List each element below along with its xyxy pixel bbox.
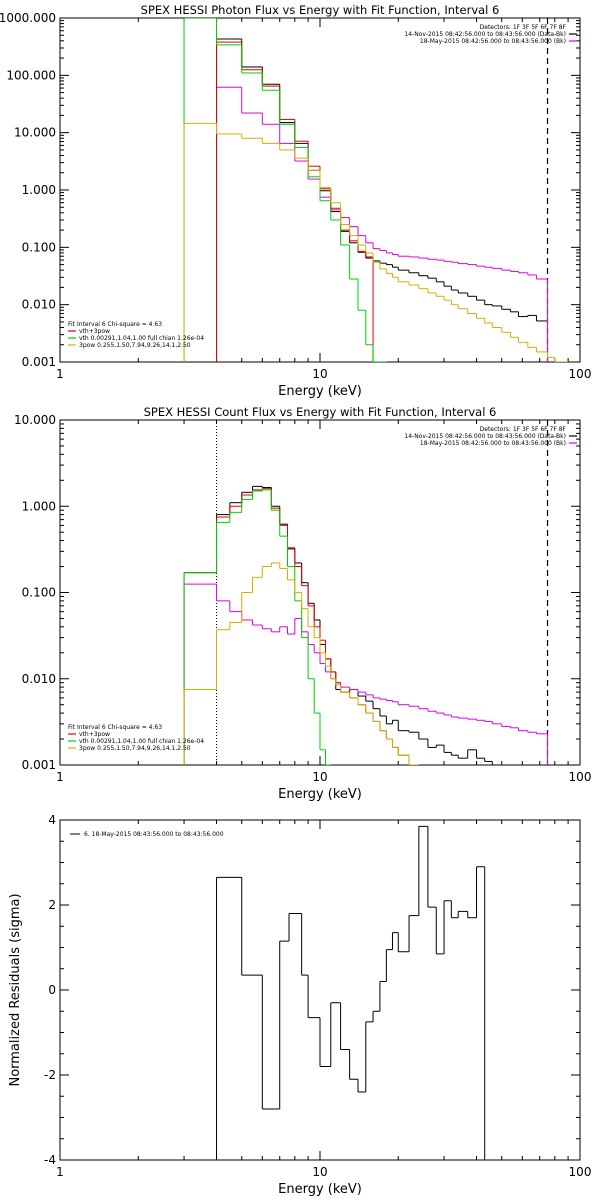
x-tick-label: 100 [569, 1165, 592, 1179]
series-residuals [216, 825, 486, 1160]
fit-legend-line: 3pow 0.255,1.50,7.94,9.26,14.1,2.50 [79, 745, 191, 752]
detector-info: Detectors: 1F 3F 5F 6F 7F 8F14-Nov-2015 … [404, 426, 577, 447]
y-tick-label: 0.010 [22, 672, 56, 686]
info-line: Detectors: 1F 3F 5F 6F 7F 8F [480, 426, 567, 433]
series-3pow [183, 562, 419, 765]
y-tick-label: 1000.000 [0, 11, 56, 25]
chart-panel-1: SPEX HESSI Photon Flux vs Energy with Fi… [0, 3, 591, 399]
fit-legend-line: vth+3pow [79, 328, 110, 335]
plot-area [183, 18, 569, 362]
x-axis-label: Energy (keV) [278, 384, 362, 399]
residual-legend: 6. 18-May-2015 08:43:56.000 to 08:43:56.… [70, 831, 224, 838]
y-tick-label: 0.100 [22, 586, 56, 600]
fit-legend-line: vth 0.00291,1.04,1.00 full chian 1.26e-0… [79, 738, 204, 745]
x-tick-label: 1 [56, 367, 64, 381]
series-bk [183, 583, 549, 765]
plot-area [216, 825, 486, 1160]
chart-panel-3: 1 10 100 -4 -2 0 2 4 Energy (keV) Normalized Resi… [8, 813, 591, 1197]
series-vth-3pow [216, 41, 374, 362]
y-tick-label: 0.010 [22, 298, 56, 312]
series-bk [216, 86, 549, 362]
x-tick-label: 10 [312, 1165, 327, 1179]
chart-title: SPEX HESSI Photon Flux vs Energy with Fi… [141, 3, 500, 17]
y-tick-label: 10.000 [14, 126, 56, 140]
fit-legend: Fit Interval 6 Chi-square = 4.63vth+3pow… [68, 321, 204, 349]
x-tick-label: 100 [569, 770, 592, 784]
series-3pow [183, 122, 569, 362]
y-tick-label: 0.001 [22, 758, 56, 772]
y-tick-label: 1.000 [22, 499, 56, 513]
chart-title: SPEX HESSI Count Flux vs Energy with Fit… [144, 405, 497, 419]
x-tick-label: 10 [312, 367, 327, 381]
series-vth [183, 489, 331, 765]
y-tick-label: 10.000 [14, 413, 56, 427]
y-tick-label: 0 [48, 983, 56, 997]
chart-panel-2: SPEX HESSI Count Flux vs Energy with Fit… [14, 405, 591, 802]
fit-legend-line: vth+3pow [79, 731, 110, 738]
fit-legend-line: 3pow 0.255,1.50,7.94,9.26,14.1,2.50 [79, 342, 191, 349]
info-line: Detectors: 1F 3F 5F 6F 7F 8F [480, 24, 567, 31]
y-tick-label: 4 [48, 813, 56, 827]
x-tick-label: 1 [56, 1165, 64, 1179]
plot-area [183, 485, 549, 765]
series-data-bk [183, 485, 502, 765]
x-tick-label: 100 [569, 367, 592, 381]
x-axis-label: Energy (keV) [278, 1182, 362, 1197]
x-axis-label: Energy (keV) [278, 787, 362, 802]
fit-legend-line: Fit Interval 6 Chi-square = 4.63 [68, 724, 162, 731]
y-tick-label: -2 [44, 1068, 56, 1082]
y-tick-label: 1.000 [22, 183, 56, 197]
series-vth [183, 18, 387, 362]
info-line: 14-Nov-2015 08:42:56.000 to 08:43:56.000… [404, 433, 566, 440]
detector-info: Detectors: 1F 3F 5F 6F 7F 8F14-Nov-2015 … [404, 24, 577, 45]
fit-legend: Fit Interval 6 Chi-square = 4.63vth+3pow… [68, 724, 204, 752]
x-tick-label: 10 [312, 770, 327, 784]
y-tick-label: 100.000 [6, 68, 56, 82]
y-tick-label: 0.100 [22, 240, 56, 254]
y-axis-label: Normalized Residuals (sigma) [8, 893, 23, 1086]
y-tick-label: 2 [48, 898, 56, 912]
info-line: 18-May-2015 08:42:56.000 to 08:43:56.000… [420, 38, 566, 45]
series-data-bk [216, 38, 549, 362]
fit-legend-line: Fit Interval 6 Chi-square = 4.63 [68, 321, 162, 328]
plot-frame [59, 819, 581, 1161]
y-tick-label: 0.001 [22, 355, 56, 369]
info-line: 18-May-2015 08:42:56.000 to 08:43:56.000… [420, 440, 566, 447]
y-tick-label: -4 [44, 1153, 56, 1167]
info-line: 14-Nov-2015 08:42:56.000 to 08:43:56.000… [404, 31, 566, 38]
x-tick-label: 1 [56, 770, 64, 784]
fit-legend-line: vth 0.00291,1.04,1.00 full chian 1.26e-0… [79, 335, 204, 342]
residual-legend-text: 6. 18-May-2015 08:43:56.000 to 08:43:56.… [84, 831, 224, 838]
